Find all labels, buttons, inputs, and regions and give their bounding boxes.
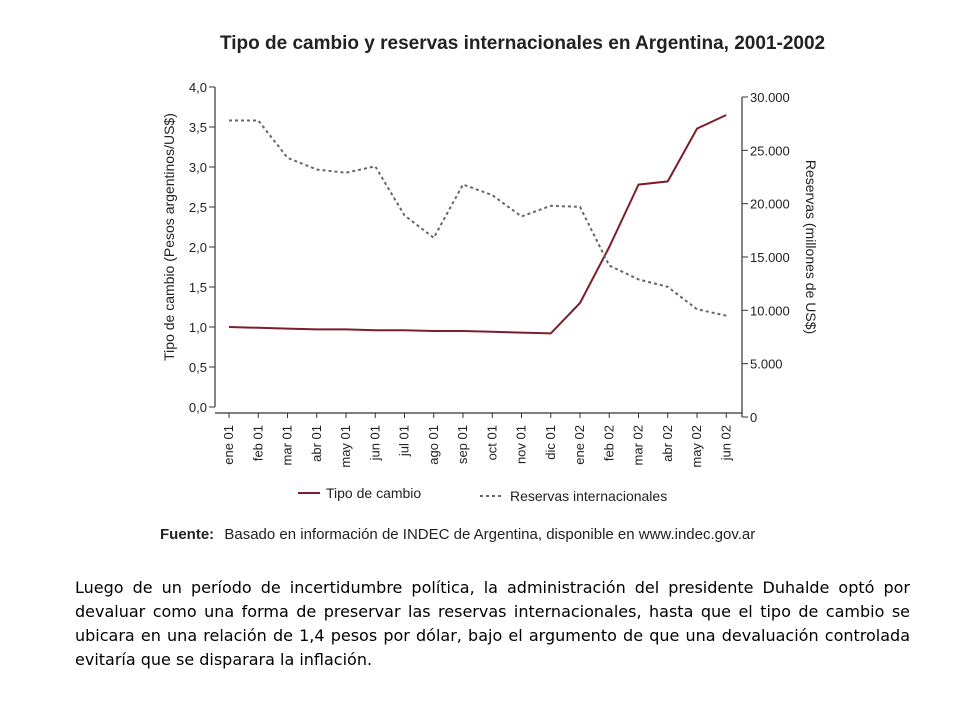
right-tick-label: 5.000: [750, 357, 783, 372]
left-tick-label: 3,5: [189, 120, 207, 135]
x-ticks: ene 01 feb 01 mar 01 abr 01 may 01 jun 01 jul …: [221, 413, 733, 468]
x-tick-label: nov 01: [514, 425, 529, 464]
x-tick-label: mar 02: [631, 425, 646, 465]
chart: Tipo de cambio y reservas internacionale…: [160, 33, 825, 543]
x-tick-label: dic 01: [543, 425, 558, 460]
right-axis-label: Reservas (millones de US$): [803, 160, 819, 334]
right-tick-label: 30.000: [750, 90, 790, 105]
x-tick-label: may 02: [689, 425, 704, 468]
right-ticks: 0 5.000 10.000 15.000 20.000 25.000 30.000: [742, 90, 790, 425]
x-tick-label: oct 01: [484, 425, 499, 460]
legend-label-reservas: Reservas internacionales: [510, 488, 667, 504]
x-tick-label: ene 01: [221, 425, 236, 465]
x-tick-label: may 01: [338, 425, 353, 468]
left-tick-label: 2,5: [189, 200, 207, 215]
left-tick-label: 0,5: [189, 360, 207, 375]
series-line-tipo-de-cambio: [228, 114, 727, 335]
source-note: Fuente: Basado en información de INDEC d…: [160, 526, 755, 543]
left-ticks: 0,0 0,5 1,0 1,5 2,0 2,5 3,0 3,5 4,0: [189, 80, 215, 415]
left-tick-label: 0,0: [189, 400, 207, 415]
x-tick-label: sep 01: [455, 425, 470, 464]
x-tick-label: abr 02: [660, 425, 675, 462]
right-tick-label: 10.000: [750, 303, 790, 318]
source-text: Basado en información de INDEC de Argent…: [224, 526, 755, 543]
left-tick-label: 3,0: [189, 160, 207, 175]
right-tick-label: 15.000: [750, 250, 790, 265]
right-tick-label: 20.000: [750, 197, 790, 212]
x-tick-label: jun 01: [367, 425, 382, 461]
x-tick-label: abr 01: [309, 425, 324, 462]
left-tick-label: 4,0: [189, 80, 207, 95]
right-tick-label: 0: [750, 410, 757, 425]
x-tick-label: jun 02: [718, 425, 733, 461]
left-tick-label: 1,5: [189, 280, 207, 295]
right-tick-label: 25.000: [750, 143, 790, 158]
source-label: Fuente:: [160, 526, 214, 543]
x-tick-label: mar 01: [280, 425, 295, 465]
x-tick-label: ene 02: [572, 425, 587, 465]
legend: Tipo de cambio Reservas internacionales: [298, 485, 667, 504]
series-line-reservas: [229, 119, 727, 317]
legend-label-tipo-de-cambio: Tipo de cambio: [326, 485, 421, 501]
x-tick-label: jul 01: [397, 425, 412, 457]
left-axis-label: Tipo de cambio (Pesos argentinos/US$): [161, 113, 177, 361]
caption-paragraph: Luego de un período de incertidumbre pol…: [75, 578, 910, 669]
x-tick-label: feb 01: [250, 425, 265, 461]
x-tick-label: ago 01: [426, 425, 441, 465]
x-tick-label: feb 02: [601, 425, 616, 461]
left-tick-label: 2,0: [189, 240, 207, 255]
left-tick-label: 1,0: [189, 320, 207, 335]
chart-title: Tipo de cambio y reservas internacionale…: [220, 33, 825, 54]
